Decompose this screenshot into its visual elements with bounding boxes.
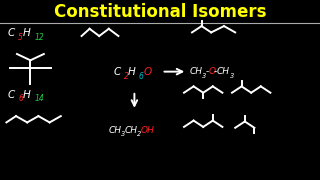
Text: OH: OH (140, 126, 154, 135)
Text: C: C (114, 67, 121, 77)
Text: 6: 6 (18, 94, 23, 103)
Text: 6: 6 (138, 72, 143, 81)
Text: 12: 12 (34, 33, 44, 42)
Text: H: H (23, 28, 31, 38)
Text: -: - (205, 68, 208, 76)
Text: C: C (8, 28, 15, 38)
Text: O: O (209, 68, 216, 76)
Text: 14: 14 (34, 94, 44, 103)
Text: H: H (23, 89, 31, 100)
Text: 2: 2 (124, 72, 129, 81)
Text: O: O (143, 67, 151, 77)
Text: CH: CH (124, 126, 137, 135)
Text: CH: CH (189, 68, 203, 76)
Text: 3: 3 (202, 73, 206, 79)
Text: -: - (214, 68, 217, 76)
Text: CH: CH (217, 68, 230, 76)
Text: CH: CH (108, 126, 121, 135)
Text: H: H (128, 67, 136, 77)
Text: Constitutional Isomers: Constitutional Isomers (54, 3, 266, 21)
Text: 5: 5 (18, 33, 23, 42)
Text: C: C (8, 89, 15, 100)
Text: 3: 3 (230, 73, 234, 79)
Text: 2: 2 (137, 131, 141, 138)
Text: 3: 3 (121, 131, 125, 138)
